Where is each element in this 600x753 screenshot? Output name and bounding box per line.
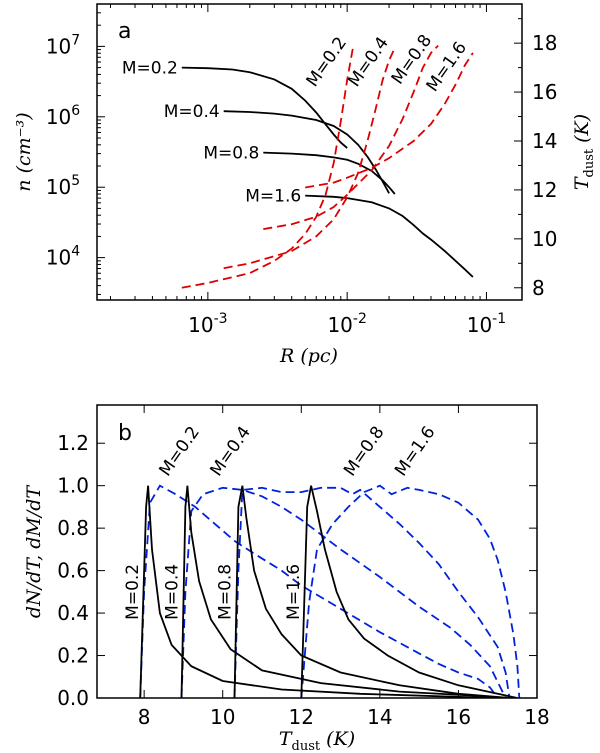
- density-curve-M-0.4: [223, 110, 390, 194]
- panel-a-y-right-tick-label: 8: [532, 276, 545, 300]
- mass-distribution-curve-M-1.6: [300, 484, 521, 698]
- mass-curve-label: M=0.2: [155, 423, 203, 480]
- density-curve-M-0.2: [181, 66, 348, 149]
- mass-distribution-curve-M-0.2: [139, 484, 499, 698]
- panel-b-frame: [96, 404, 538, 699]
- panel-a-letter: a: [118, 19, 131, 44]
- number-distribution-curve-M-0.4: [180, 485, 506, 698]
- panel-a-frame: [96, 3, 523, 301]
- number-curve-label: M=1.6: [284, 564, 304, 620]
- density-curve-label: M=1.6: [245, 187, 301, 207]
- panel-b-letter: b: [118, 421, 132, 446]
- number-curve-label: M=0.8: [215, 564, 235, 620]
- mass-curve-label: M=0.8: [340, 423, 388, 480]
- panel-a-y-tick-label: 106: [46, 103, 80, 129]
- panel-b-y-tick-label: 1.0: [57, 474, 89, 498]
- panel-a-y-tick-label: 105: [46, 173, 80, 199]
- panel-a-y-right-tick-label: 18: [532, 31, 557, 55]
- panel-a-y-right-tick-label: 10: [532, 227, 557, 251]
- temperature-curve-M-0.8: [263, 44, 439, 230]
- panel-b-x-tick-label: 14: [367, 705, 392, 729]
- panel-a-y-right-tick-label: 14: [532, 129, 557, 153]
- mass-distribution-curve-M-0.4: [180, 486, 507, 698]
- panel-b-x-tick-label: 18: [524, 705, 549, 729]
- panel-b-y-tick-label: 1.2: [57, 431, 89, 455]
- density-curve-label: M=0.2: [122, 59, 178, 79]
- panel-a-x-tick-label: 10-3: [188, 311, 227, 337]
- number-distribution-curve-M-0.8: [233, 485, 510, 698]
- panel-b: 8 10 12 14 16 18 0.0 0.2 0.4 0.6 0.8 1.0 1.2 b M=0.2…: [23, 404, 550, 753]
- density-curve-M-1.6: [305, 194, 474, 278]
- panel-a-y-tick-label: 104: [46, 244, 80, 270]
- panel-b-y-tick-label: 0.4: [57, 601, 89, 625]
- panel-a-y-axis-label: n (cm⁻³): [13, 112, 35, 191]
- density-curve-label: M=0.8: [203, 144, 259, 164]
- panel-a-x-tick-label: 10-2: [327, 311, 366, 337]
- temperature-curve-label: M=0.4: [344, 33, 392, 90]
- panel-a-y-right-axis-label: Tdust (K): [571, 114, 597, 190]
- number-distribution-curve-M-1.6: [300, 485, 518, 698]
- panel-b-y-tick-label: 0.2: [57, 644, 89, 668]
- panel-a-x-axis-label: R (pc): [279, 345, 338, 367]
- panel-a-y-right-tick-label: 12: [532, 178, 557, 202]
- panel-b-x-tick-label: 10: [210, 705, 235, 729]
- panel-b-y-axis-label: dN/dT, dM/dT: [23, 485, 45, 618]
- temperature-curve-label: M=0.2: [303, 33, 351, 90]
- panel-b-x-tick-label: 8: [138, 705, 151, 729]
- panel-a: 10-3 10-2 10-1 104 105 106 107 8 10 12 14 16 18 a M=…: [13, 3, 597, 367]
- panel-b-y-tick-label: 0.8: [57, 516, 89, 540]
- temperature-curve-M-0.4: [223, 47, 396, 270]
- temperature-curve-M-1.6: [305, 52, 474, 189]
- panel-b-x-axis-label: Tdust (K): [279, 728, 355, 753]
- panel-a-x-tick-label: 10-1: [467, 311, 506, 337]
- temperature-curve-M-0.2: [181, 47, 354, 289]
- number-distribution-curve-M-0.2: [139, 485, 498, 698]
- mass-curve-label: M=1.6: [391, 423, 439, 480]
- panel-b-x-tick-label: 12: [289, 705, 314, 729]
- panel-b-y-tick-label: 0.0: [57, 686, 89, 710]
- mass-curve-label: M=0.4: [206, 423, 254, 480]
- number-curve-label: M=0.4: [162, 564, 182, 620]
- panel-b-y-tick-label: 0.6: [57, 559, 89, 583]
- panel-b-x-tick-label: 16: [446, 705, 471, 729]
- panel-a-y-tick-label: 107: [46, 32, 80, 58]
- panel-a-y-right-tick-label: 16: [532, 80, 557, 104]
- density-curve-label: M=0.4: [164, 102, 220, 122]
- number-curve-label: M=0.2: [123, 564, 143, 620]
- density-curve-M-0.8: [263, 151, 396, 195]
- mass-distribution-curve-M-0.8: [233, 486, 511, 698]
